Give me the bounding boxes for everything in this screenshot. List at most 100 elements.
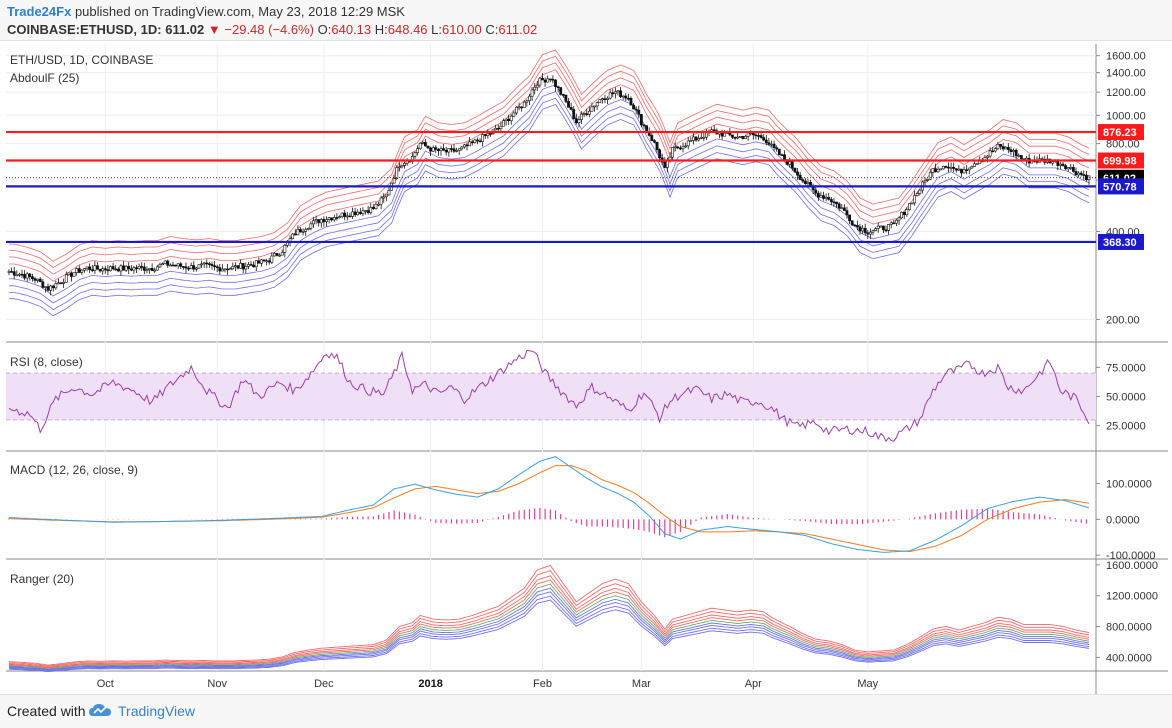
candle xyxy=(889,222,893,225)
candle xyxy=(413,152,417,157)
candle xyxy=(915,193,919,196)
candle xyxy=(62,282,66,284)
candle xyxy=(283,245,287,253)
candle xyxy=(12,271,16,276)
axis-label: 1200.0000 xyxy=(1106,591,1158,603)
candle xyxy=(215,266,219,268)
candle xyxy=(460,146,464,150)
candle xyxy=(142,266,146,271)
axis-label: 100.0000 xyxy=(1106,478,1152,490)
candle xyxy=(127,266,131,270)
level-badge xyxy=(1098,233,1144,250)
rsi-panel[interactable] xyxy=(6,349,1096,443)
candle xyxy=(202,262,206,265)
candle xyxy=(770,143,773,146)
macd-panel[interactable] xyxy=(8,456,1090,553)
candle xyxy=(330,217,334,221)
candle xyxy=(356,211,360,216)
candle xyxy=(871,230,875,233)
candle xyxy=(801,179,805,182)
candle xyxy=(70,272,73,277)
candle xyxy=(194,267,198,270)
candle xyxy=(702,136,706,139)
macd-title: MACD (12, 26, close, 9) xyxy=(10,463,138,477)
candle xyxy=(598,99,602,103)
candle xyxy=(296,229,300,236)
ranger-upper-line xyxy=(8,575,1090,668)
ranger-panel[interactable] xyxy=(8,564,1090,673)
candle xyxy=(522,101,526,109)
candle xyxy=(991,150,995,153)
candle xyxy=(478,140,482,143)
candle xyxy=(426,145,430,149)
lower-band-line xyxy=(9,84,1090,297)
candle xyxy=(319,219,323,224)
author-link[interactable]: Trade24Fx xyxy=(7,4,72,19)
candle xyxy=(993,148,997,152)
candle xyxy=(114,268,118,271)
candle xyxy=(673,146,677,149)
price-panel[interactable] xyxy=(6,49,1096,317)
price-indicator-title: AbdoulF (25) xyxy=(10,71,79,85)
candle xyxy=(1066,167,1070,170)
candle xyxy=(967,167,971,171)
candle xyxy=(645,125,648,132)
candle xyxy=(166,260,170,266)
candle xyxy=(88,266,92,270)
candle xyxy=(36,278,40,281)
candle xyxy=(122,265,125,271)
candle xyxy=(46,286,50,291)
candle xyxy=(51,285,55,289)
candle xyxy=(887,224,891,231)
candle xyxy=(317,219,321,224)
candle xyxy=(1014,150,1018,157)
tradingview-link[interactable]: TradingView xyxy=(118,703,196,719)
candle xyxy=(226,268,230,271)
candle xyxy=(928,172,932,180)
close-label: C: xyxy=(485,22,499,37)
candle xyxy=(733,136,737,139)
candle xyxy=(538,77,542,86)
candle xyxy=(975,163,979,166)
axis-label: 50.0000 xyxy=(1106,392,1146,404)
lower-band-line xyxy=(9,104,1090,317)
level-value: 699.98 xyxy=(1103,156,1137,168)
candle xyxy=(600,98,604,101)
x-axis-label: Mar xyxy=(632,678,651,690)
candle xyxy=(853,224,857,227)
candle xyxy=(819,195,823,198)
candle xyxy=(33,278,37,281)
candle xyxy=(616,90,620,93)
candle xyxy=(679,147,682,150)
candle xyxy=(762,137,766,141)
candle xyxy=(772,143,776,148)
candle xyxy=(655,141,659,151)
candle xyxy=(494,127,498,131)
ranger-upper-line xyxy=(8,570,1090,667)
candle xyxy=(882,225,885,231)
candle xyxy=(970,166,974,169)
candle xyxy=(999,144,1002,147)
candle xyxy=(626,97,630,100)
candle xyxy=(421,142,425,144)
ohlc-line: COINBASE:ETHUSD, 1D: 611.02 ▼ −29.48 (−4… xyxy=(7,22,538,37)
candle xyxy=(988,150,992,157)
chart-area[interactable]: 1600.001400.001200.001000.00800.00600.00… xyxy=(6,44,1168,694)
candle xyxy=(936,168,940,173)
candle xyxy=(780,154,784,156)
candle xyxy=(267,260,271,263)
candle xyxy=(265,260,269,263)
candle xyxy=(223,268,227,271)
candle xyxy=(535,84,539,88)
axis-label: 75.0000 xyxy=(1106,362,1146,374)
candle xyxy=(150,267,154,271)
candle xyxy=(306,228,310,230)
candle xyxy=(632,104,635,110)
published-text: published on TradingView.com, May 23, 20… xyxy=(74,4,405,19)
candle xyxy=(57,282,60,285)
candle xyxy=(392,178,396,184)
candle xyxy=(1061,163,1065,166)
candle xyxy=(137,266,141,270)
candle xyxy=(379,197,383,205)
candle xyxy=(457,148,461,151)
